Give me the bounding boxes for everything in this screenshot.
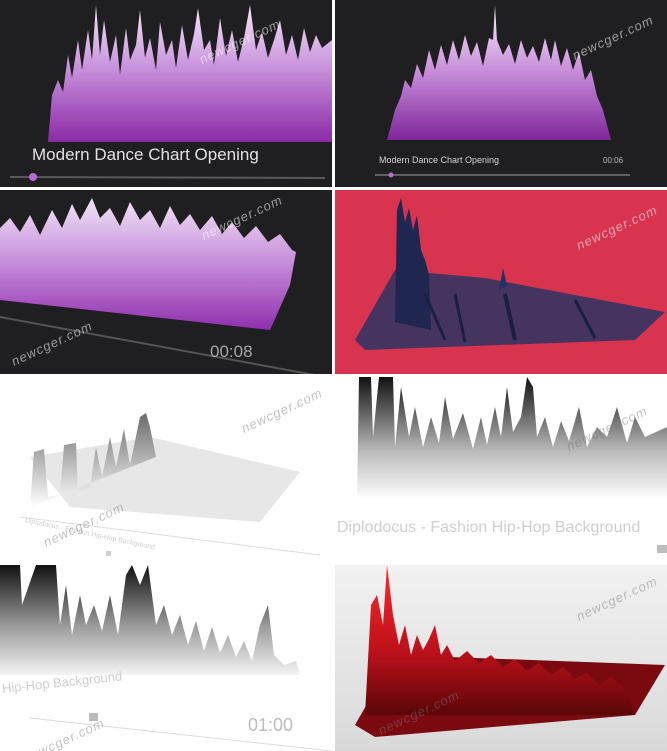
timecode: 01:00 xyxy=(248,715,294,735)
frame-red-mesh: newcger.com newcger.com xyxy=(335,565,667,751)
frame-white-mesh-1: Diplodocus - Fashion Hip-Hop Background … xyxy=(0,377,332,562)
navy-terrain-mesh xyxy=(355,198,665,350)
grey-terrain-mesh xyxy=(19,413,321,556)
purple-spike-mesh xyxy=(0,198,315,374)
frame-red-navy-mesh: newcger.com xyxy=(335,190,667,374)
red-terrain-mesh xyxy=(355,565,665,737)
video-title: Modern Dance Chart Opening xyxy=(32,145,259,164)
grey-terrain-mesh xyxy=(357,377,667,553)
timecode: 00:08 xyxy=(210,342,253,361)
video-title: Diplodocus - Fashion Hip-Hop Background xyxy=(337,519,641,536)
timecode: 00:06 xyxy=(603,156,624,165)
frame-white-mesh-2: Diplodocus - Fashion Hip-Hop Background … xyxy=(335,377,667,562)
frame-purple-opening-1: Modern Dance Chart Opening newcger.com xyxy=(0,0,332,187)
purple-spike-mesh xyxy=(9,5,332,181)
frame-purple-closeup: 00:08 newcger.com newcger.com xyxy=(0,190,332,374)
frame-white-mesh-3: Hip-Hop Background 01:00 newcger.com xyxy=(0,565,332,751)
purple-spike-mesh xyxy=(375,5,630,178)
video-title: Modern Dance Chart Opening xyxy=(379,155,500,165)
frame-purple-opening-2: Modern Dance Chart Opening 00:06 newcger… xyxy=(335,0,667,187)
grey-terrain-mesh xyxy=(0,565,332,751)
